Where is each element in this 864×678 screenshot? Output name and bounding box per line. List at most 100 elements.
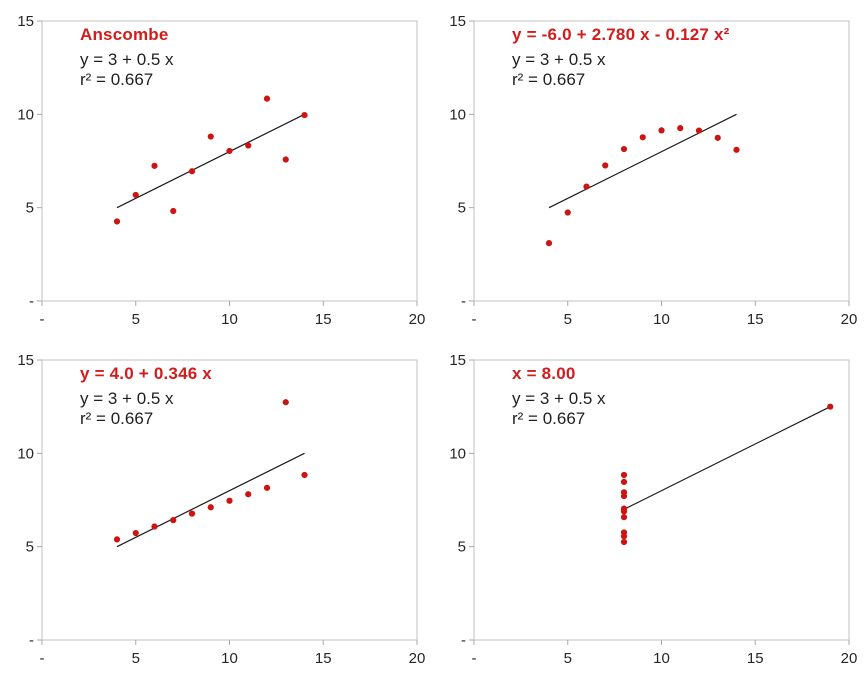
data-point bbox=[677, 125, 684, 132]
x-tick-label: - bbox=[40, 311, 45, 328]
data-point bbox=[620, 471, 628, 479]
y-tick-label: 5 bbox=[26, 200, 34, 217]
x-tick-label: - bbox=[472, 311, 477, 328]
data-point bbox=[545, 240, 553, 247]
panel-title: y = 4.0 + 0.346 x bbox=[80, 364, 212, 383]
data-point bbox=[620, 538, 628, 546]
plot-area: - 5 10 15 - 5 10 15 20 bbox=[17, 352, 426, 667]
data-point bbox=[733, 146, 740, 153]
data-point bbox=[226, 497, 233, 504]
y-tick-label: 5 bbox=[458, 539, 466, 556]
y-tick-label: - bbox=[461, 632, 466, 649]
r-squared-label: r² = 0.667 bbox=[512, 409, 586, 428]
data-point bbox=[620, 145, 628, 153]
r-squared-label: r² = 0.667 bbox=[80, 409, 154, 428]
data-point bbox=[639, 134, 646, 141]
data-point bbox=[714, 134, 721, 141]
model-equation-label: y = 3 + 0.5 x bbox=[512, 389, 606, 408]
data-point bbox=[245, 142, 252, 149]
data-point bbox=[282, 156, 289, 163]
fit-line bbox=[116, 113, 305, 209]
data-point bbox=[188, 510, 196, 517]
y-tick-label: 15 bbox=[449, 13, 466, 30]
y-tick-label: 5 bbox=[26, 539, 34, 556]
data-point bbox=[620, 489, 628, 496]
data-point bbox=[263, 95, 271, 102]
data-point bbox=[602, 162, 609, 169]
data-point bbox=[620, 478, 628, 485]
data-point bbox=[695, 127, 703, 134]
fit-line bbox=[623, 406, 831, 510]
y-tick-label: - bbox=[29, 632, 34, 649]
x-tick-label: 20 bbox=[409, 311, 426, 328]
data-point bbox=[245, 491, 252, 498]
data-point bbox=[207, 504, 214, 511]
x-tick-label: 10 bbox=[653, 650, 670, 667]
model-equation-label: y = 3 + 0.5 x bbox=[512, 50, 606, 69]
model-equation-label: y = 3 + 0.5 x bbox=[80, 50, 174, 69]
data-point bbox=[620, 508, 628, 515]
r-squared-label: r² = 0.667 bbox=[512, 70, 586, 89]
y-tick-label: 10 bbox=[449, 106, 466, 123]
data-point bbox=[113, 218, 121, 225]
data-point bbox=[583, 183, 590, 190]
data-point bbox=[132, 529, 139, 537]
x-tick-label: 20 bbox=[409, 650, 426, 667]
data-point bbox=[113, 536, 121, 543]
x-tick-label: - bbox=[40, 650, 45, 667]
y-tick-label: 15 bbox=[17, 13, 34, 30]
panel-title: Anscombe bbox=[80, 25, 169, 44]
x-tick-label: 15 bbox=[315, 311, 332, 328]
x-tick-label: 5 bbox=[132, 311, 140, 328]
y-tick-label: 10 bbox=[17, 106, 34, 123]
panel-title: y = -6.0 + 2.780 x - 0.127 x² bbox=[512, 25, 730, 44]
x-tick-label: 5 bbox=[132, 650, 140, 667]
y-tick-label: - bbox=[29, 293, 34, 310]
x-tick-label: - bbox=[472, 650, 477, 667]
panel-anscombe-3: - 5 10 15 - 5 10 15 20 y = 4.0 + 0.346 x y = 3 +… bbox=[0, 339, 432, 678]
plot-area: - 5 10 15 - 5 10 15 20 bbox=[449, 352, 858, 667]
x-tick-label: 10 bbox=[221, 650, 238, 667]
panel-anscombe-4: - 5 10 15 - 5 10 15 20 x = 8.00 y = 3 + 0.5 x r²… bbox=[432, 339, 864, 678]
x-tick-label: 20 bbox=[841, 650, 858, 667]
fit-line bbox=[548, 113, 737, 209]
data-point bbox=[827, 403, 834, 410]
r-squared-label: r² = 0.667 bbox=[80, 70, 154, 89]
y-tick-label: 10 bbox=[17, 445, 34, 462]
x-tick-label: 10 bbox=[653, 311, 670, 328]
x-tick-label: 10 bbox=[221, 311, 238, 328]
panel-anscombe-2: - 5 10 15 - 5 10 15 20 y = -6.0 + 2.780 x - 0.12… bbox=[432, 0, 864, 339]
data-point bbox=[301, 471, 308, 479]
data-point bbox=[620, 514, 628, 521]
data-point bbox=[658, 127, 665, 134]
data-point bbox=[564, 209, 571, 216]
data-point bbox=[620, 533, 628, 540]
data-point bbox=[151, 162, 158, 169]
data-point bbox=[132, 191, 139, 199]
data-point bbox=[170, 207, 177, 215]
data-point bbox=[151, 523, 158, 530]
y-tick-label: 10 bbox=[449, 445, 466, 462]
data-point bbox=[301, 111, 308, 119]
panel-anscombe-1: - 5 10 15 - 5 10 15 20 Anscombe y = 3 + 0.5 x r²… bbox=[0, 0, 432, 339]
data-point bbox=[263, 484, 271, 491]
y-tick-label: 5 bbox=[458, 200, 466, 217]
x-tick-label: 15 bbox=[315, 650, 332, 667]
data-point bbox=[226, 147, 233, 155]
plot-area: - 5 10 15 - 5 10 15 20 bbox=[17, 13, 426, 328]
x-tick-label: 15 bbox=[747, 650, 764, 667]
panel-title: x = 8.00 bbox=[512, 364, 576, 383]
fit-line bbox=[116, 452, 305, 548]
model-equation-label: y = 3 + 0.5 x bbox=[80, 389, 174, 408]
x-tick-label: 5 bbox=[564, 311, 572, 328]
x-tick-label: 20 bbox=[841, 311, 858, 328]
plot-area: - 5 10 15 - 5 10 15 20 bbox=[449, 13, 858, 328]
y-tick-label: - bbox=[461, 293, 466, 310]
y-tick-label: 15 bbox=[17, 352, 34, 369]
data-point bbox=[207, 133, 214, 140]
data-point bbox=[188, 168, 196, 175]
x-tick-label: 5 bbox=[564, 650, 572, 667]
x-tick-label: 15 bbox=[747, 311, 764, 328]
